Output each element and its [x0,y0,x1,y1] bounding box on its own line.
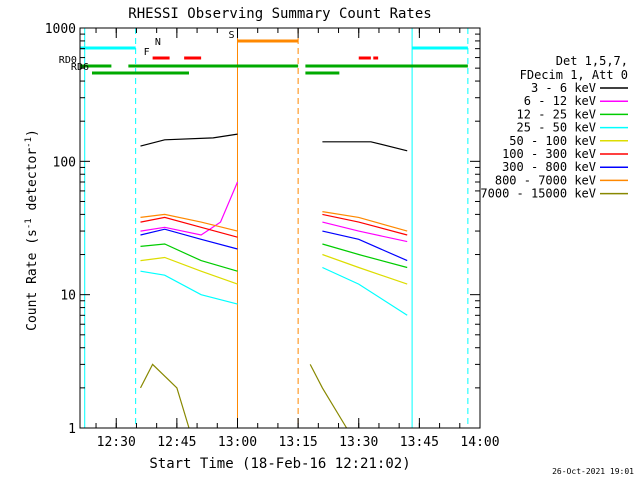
series-line [322,141,408,152]
legend-label: 300 - 800 keV [502,160,596,174]
timestamp: 26-Oct-2021 19:01 [552,467,634,476]
x-tick-label: 13:00 [218,435,257,450]
y-axis-ticks: 1 10 100 1000 [45,22,480,437]
series-line [140,243,238,272]
series-line [322,230,408,262]
y-tick-label: 10 [60,289,76,304]
y-axis-label-sup1: -1 [24,218,34,229]
legend-header-line-1: Det 1,5,7, [556,54,628,68]
chart-title: RHESSI Observing Summary Count Rates [128,6,431,22]
x-tick-label: 12:45 [157,435,196,450]
y-axis-label: Count Rate (s-1 detector-1) [24,129,40,331]
legend-header-line-2: FDecim 1, Att 0 [520,68,628,82]
x-tick-label: 12:30 [97,435,136,450]
series-line [322,253,408,285]
y-tick-label: 1000 [45,22,76,37]
x-tick-label: 13:15 [279,435,318,450]
y-tick-label: 1 [68,422,76,437]
series-line [140,213,238,232]
series-lines [139,133,408,429]
x-tick-label: 13:45 [400,435,439,450]
y-axis-label-main: Count Rate (s [25,229,40,331]
series-line [139,363,190,429]
legend-label: 100 - 300 keV [502,147,596,161]
series-line [309,364,348,429]
marker-lines [84,28,469,428]
y-axis-label-mid: detector [25,148,40,219]
flag-label-rd0: RD0 [59,55,77,66]
legend-label: 12 - 25 keV [517,107,596,121]
legend-label: 25 - 50 keV [517,121,596,135]
series-line [140,181,239,236]
flag-label-f: F [144,47,150,58]
series-line [140,133,238,147]
series-line [322,221,408,243]
flag-label-s: S [228,30,234,41]
y-tick-label: 100 [53,155,76,170]
series-line [140,216,238,238]
x-tick-label: 14:00 [460,435,499,450]
y-axis-label-end: ) [25,129,40,137]
series-line [322,211,408,232]
y-axis-label-sup2: -1 [24,137,34,148]
series-line [322,266,408,316]
series-line [322,213,408,236]
legend-label: 3 - 6 keV [531,81,596,95]
x-tick-label: 13:30 [339,435,378,450]
legend-label: 50 - 100 keV [509,134,596,148]
legend-label: 800 - 7000 keV [495,173,596,187]
series-line [140,228,238,250]
flag-label-n: N [155,37,161,48]
legend-label: 6 - 12 keV [524,94,596,108]
legend-label: 7000 - 15000 keV [480,187,596,201]
series-line [322,243,408,269]
x-axis-label: Start Time (18-Feb-16 12:21:02) [149,456,410,472]
series-line [140,256,238,285]
x-axis-ticks: 12:30 12:45 13:00 13:15 13:30 13:45 14:00 [95,28,500,450]
series-line [140,270,238,305]
plot-frame [79,27,481,429]
